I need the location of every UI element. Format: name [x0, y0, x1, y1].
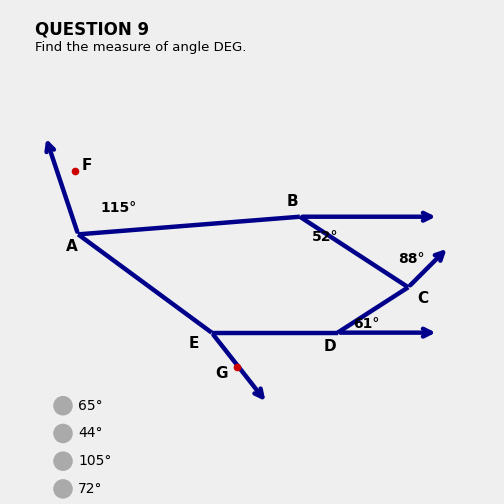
Text: B: B [286, 194, 298, 209]
Text: D: D [324, 339, 337, 354]
Text: Find the measure of angle DEG.: Find the measure of angle DEG. [35, 41, 246, 54]
Circle shape [54, 452, 72, 470]
Text: C: C [417, 291, 428, 306]
Text: 65°: 65° [78, 399, 103, 413]
Text: 61°: 61° [353, 317, 379, 331]
Text: QUESTION 9: QUESTION 9 [35, 20, 149, 38]
Circle shape [54, 480, 72, 498]
Text: 72°: 72° [78, 482, 103, 496]
Text: 115°: 115° [101, 201, 137, 215]
Text: 44°: 44° [78, 426, 103, 440]
Text: F: F [82, 158, 92, 173]
Text: 105°: 105° [78, 454, 111, 468]
Text: 52°: 52° [311, 230, 338, 244]
Text: E: E [188, 336, 199, 351]
Text: G: G [215, 366, 228, 382]
Text: 88°: 88° [398, 251, 425, 266]
Circle shape [54, 397, 72, 415]
Text: A: A [66, 239, 77, 255]
Circle shape [54, 424, 72, 443]
